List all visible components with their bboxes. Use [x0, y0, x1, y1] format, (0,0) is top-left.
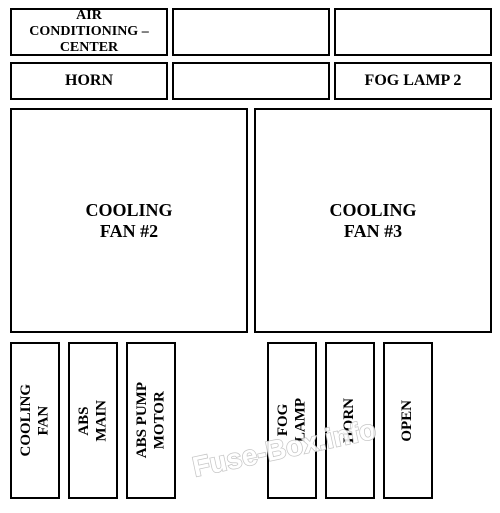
- fuse-fog-lamp-2: FOG LAMP 2: [334, 62, 492, 100]
- fuse-fog-lamp: FOG LAMP: [267, 342, 317, 499]
- fuse-abs-pump-motor: ABS PUMP MOTOR: [126, 342, 176, 499]
- fuse-label: COOLING FAN: [18, 384, 53, 457]
- fuse-cooling-fan: COOLING FAN: [10, 342, 60, 499]
- fuse-label: FOG LAMP: [275, 398, 310, 442]
- fuse-label: COOLING FAN #3: [329, 200, 416, 241]
- fuse-empty-top-mid: [172, 8, 330, 56]
- fuse-label: OPEN: [399, 400, 416, 442]
- fuse-abs-main: ABS MAIN: [68, 342, 118, 499]
- fuse-open: OPEN: [383, 342, 433, 499]
- fuse-air-conditioning-center: AIR CONDITIONING – CENTER: [10, 8, 168, 56]
- fuse-horn-bottom: HORN: [325, 342, 375, 499]
- fuse-label: ABS MAIN: [76, 400, 111, 442]
- fuse-empty-top-right: [334, 8, 492, 56]
- fuse-label: HORN: [65, 72, 113, 90]
- fuse-label: FOG LAMP 2: [365, 72, 462, 90]
- fuse-label: COOLING FAN #2: [85, 200, 172, 241]
- fuse-empty-mid: [172, 62, 330, 100]
- fuse-label: ABS PUMP MOTOR: [134, 382, 169, 458]
- fuse-cooling-fan-2: COOLING FAN #2: [10, 108, 248, 333]
- fuse-label: HORN: [341, 398, 358, 443]
- fuse-horn-top: HORN: [10, 62, 168, 100]
- fuse-label: AIR CONDITIONING – CENTER: [29, 8, 148, 56]
- fuse-diagram: AIR CONDITIONING – CENTER HORN FOG LAMP …: [0, 0, 500, 513]
- fuse-cooling-fan-3: COOLING FAN #3: [254, 108, 492, 333]
